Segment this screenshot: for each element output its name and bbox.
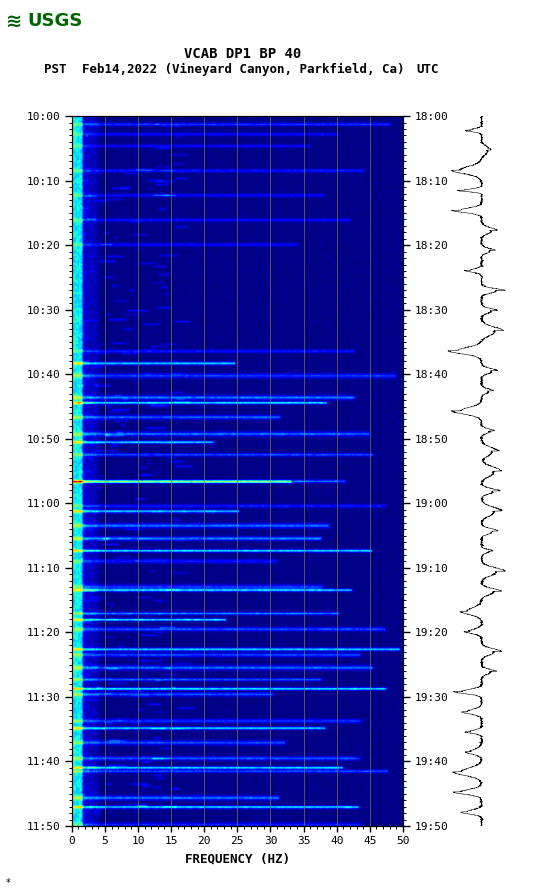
Text: *: * xyxy=(6,878,10,888)
Text: USGS: USGS xyxy=(27,13,82,30)
Text: UTC: UTC xyxy=(417,63,439,76)
Text: VCAB DP1 BP 40: VCAB DP1 BP 40 xyxy=(184,46,301,61)
Text: ≋: ≋ xyxy=(6,12,22,31)
X-axis label: FREQUENCY (HZ): FREQUENCY (HZ) xyxy=(185,852,290,865)
Text: PST: PST xyxy=(44,63,67,76)
Text: Feb14,2022 (Vineyard Canyon, Parkfield, Ca): Feb14,2022 (Vineyard Canyon, Parkfield, … xyxy=(82,63,404,76)
